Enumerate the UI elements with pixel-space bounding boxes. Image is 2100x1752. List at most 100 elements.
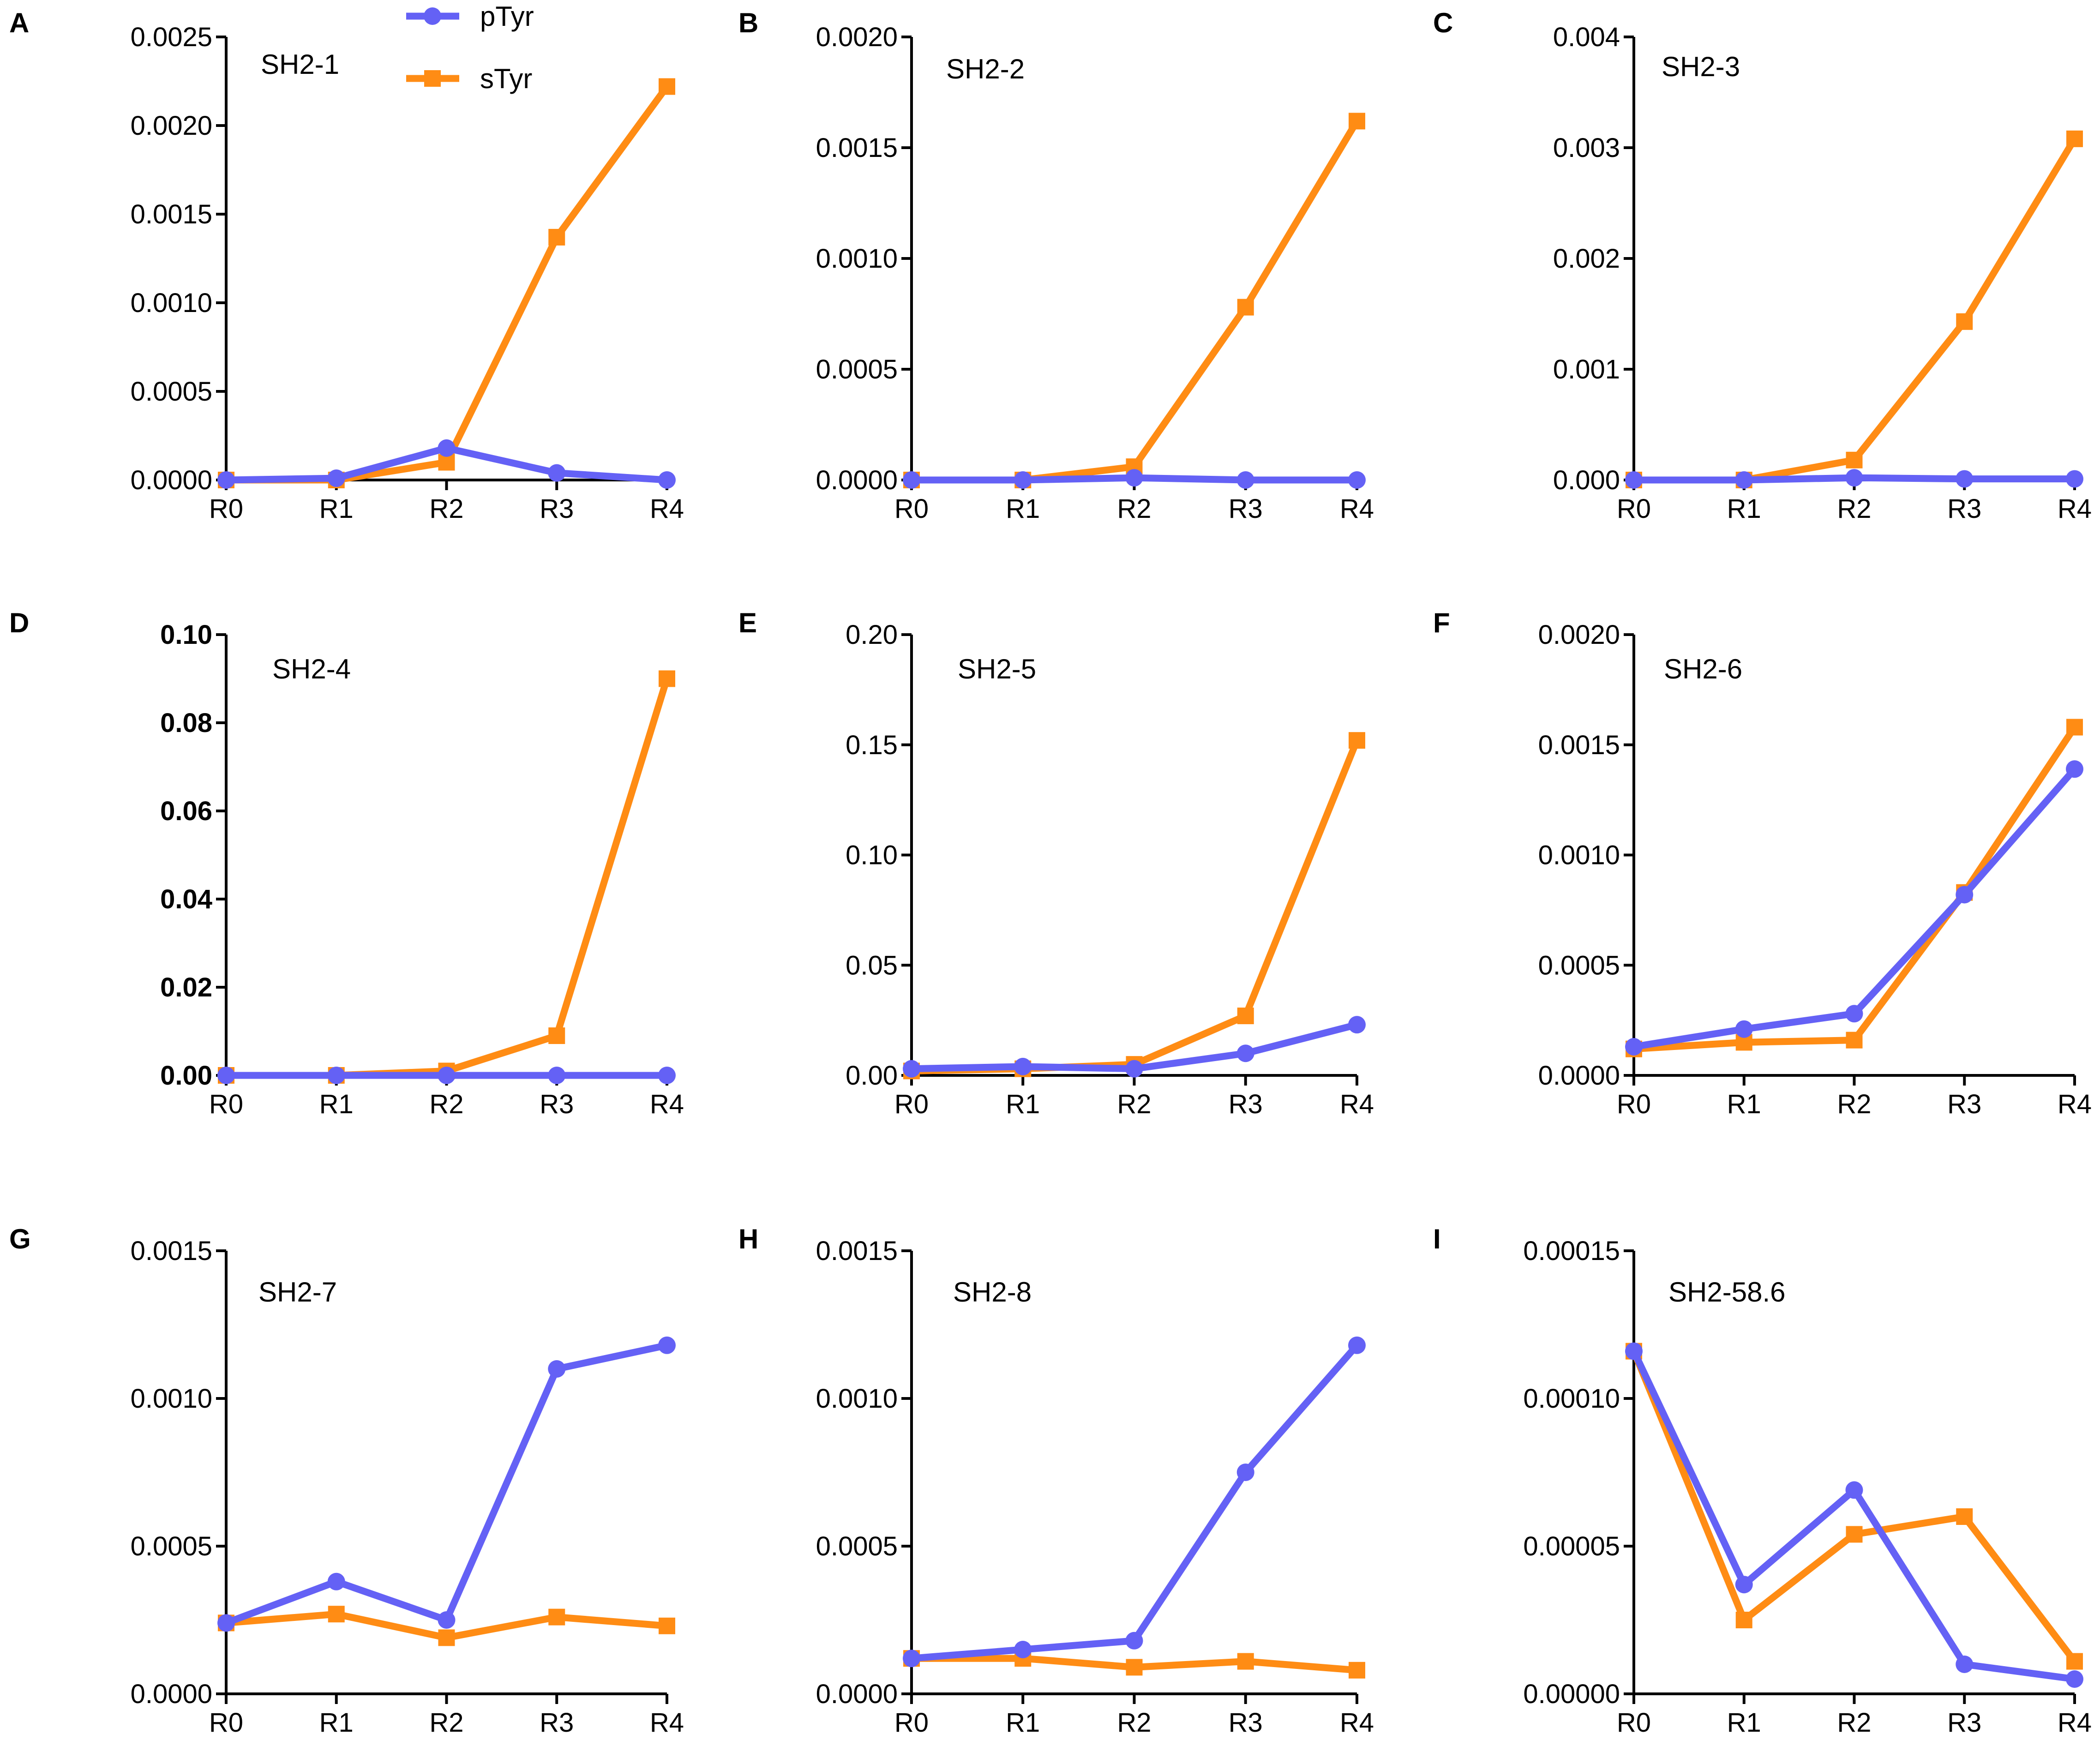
data-point-styr [2066,130,2083,147]
panels-group: A 0.0000 0.0005 0.0010 0.0015 0.0020 0.0025 R0 R… [9,7,2092,1738]
panel-h: H 0.0000 0.0005 0.0010 0.0015 R0 R1 R2 R3 R4 SH2-8 [738,1224,1374,1738]
data-point-ptyr [1014,1641,1032,1658]
data-point-ptyr [1014,471,1032,489]
data-point-ptyr [217,1067,235,1084]
x-tick-label: R2 [1837,1089,1871,1119]
x-tick-label: R3 [540,1708,574,1738]
y-tick-label: 0.0005 [816,354,898,384]
data-point-styr [1846,1526,1863,1543]
series-line-styr [1630,1348,2078,1665]
data-point-styr [659,670,675,687]
data-point-ptyr [1125,1632,1143,1650]
data-point-styr [1237,299,1254,316]
panel-letter: G [9,1224,31,1254]
y-tick-label: 0.0010 [131,288,212,318]
x-tick-label: R0 [209,494,243,524]
series-line-ptyr [222,1342,671,1626]
legend-entry-ptyr: pTyr [406,1,534,32]
y-tick-label: 0.004 [1553,22,1620,52]
y-tick-label: 0.001 [1553,354,1620,384]
y-tick-label: 0.0000 [1538,1061,1620,1091]
data-point-ptyr [1625,471,1643,489]
panel-e: E 0.00 0.05 0.10 0.15 0.20 R0 R1 R2 R3 R4 SH2-5 [738,607,1374,1119]
y-tick-label: 0.0010 [816,1384,898,1414]
data-point-styr [1956,313,1973,330]
x-tick-label: R4 [2058,494,2092,524]
x-tick-label: R1 [1727,1708,1761,1738]
y-tick-label: 0.0020 [1538,620,1620,650]
data-point-ptyr [1348,471,1366,489]
panel-title: SH2-4 [272,654,351,684]
panel-title: SH2-58.6 [1668,1277,1785,1308]
data-point-ptyr [1348,1336,1366,1354]
panel-title: SH2-1 [261,49,339,80]
data-point-ptyr [1236,471,1254,489]
y-tick-label: 0.003 [1553,133,1620,163]
x-tick-label: R3 [540,1089,574,1119]
y-tick-label: 0.0005 [131,377,212,407]
y-tick-label: 0.0015 [816,133,898,163]
x-tick-label: R0 [209,1708,243,1738]
data-point-ptyr [658,1336,676,1354]
series-line-styr [222,83,671,484]
x-tick-label: R2 [1837,494,1871,524]
data-point-ptyr [548,1360,566,1378]
data-point-styr [1349,732,1365,749]
data-point-styr [1735,1612,1752,1628]
y-tick-label: 0.02 [160,972,212,1002]
data-point-styr [328,1606,345,1623]
x-tick-label: R4 [1340,1708,1374,1738]
x-tick-label: R2 [1117,1708,1151,1738]
legend-marker-square [424,70,441,87]
panel-title: SH2-3 [1662,51,1740,82]
x-tick-label: R1 [1006,1089,1040,1119]
x-tick-label: R2 [1117,494,1151,524]
x-tick-label: R3 [1229,1089,1263,1119]
y-tick-label: 0.10 [846,840,898,870]
x-tick-label: R3 [1947,1089,1981,1119]
x-tick-label: R2 [429,1708,463,1738]
y-tick-label: 0.002 [1553,244,1620,274]
data-point-ptyr [1845,469,1863,487]
y-tick-label: 0.0015 [131,1236,212,1266]
data-point-styr [1846,451,1863,468]
data-point-styr [1126,1659,1143,1676]
data-point-ptyr [658,1067,676,1084]
legend-marker-circle [424,7,441,25]
x-tick-label: R1 [1006,1708,1040,1738]
x-tick-label: R2 [1837,1708,1871,1738]
y-tick-label: 0.0010 [131,1384,212,1414]
series-line-styr [1630,135,2078,484]
y-tick-label: 0.0005 [1538,950,1620,980]
x-tick-label: R4 [1340,494,1374,524]
x-tick-label: R4 [1340,1089,1374,1119]
series-line-ptyr [908,1342,1361,1662]
panel-title: SH2-8 [953,1277,1032,1308]
x-tick-label: R0 [894,1089,929,1119]
data-point-ptyr [1014,1057,1032,1075]
legend-label: pTyr [480,1,534,32]
series-line-styr [908,117,1361,484]
x-tick-label: R0 [1617,1089,1651,1119]
x-tick-label: R3 [1229,1708,1263,1738]
x-tick-label: R1 [1727,494,1761,524]
y-tick-label: 0.0000 [131,1679,212,1709]
panel-letter: C [1433,7,1453,38]
x-tick-label: R4 [650,494,684,524]
data-point-styr [2066,719,2083,736]
data-point-ptyr [1236,1044,1254,1062]
data-point-ptyr [1735,471,1753,489]
panel-letter: F [1433,607,1450,638]
data-point-ptyr [217,471,235,489]
panel-i: I 0.00000 0.00005 0.00010 0.00015 R0 R1 R2 R3 R4 S… [1433,1224,2092,1738]
x-tick-label: R4 [2058,1089,2092,1119]
panel-title: SH2-5 [958,654,1036,684]
data-point-styr [1349,1662,1365,1679]
series-line-styr [222,675,671,1079]
x-tick-label: R1 [1727,1089,1761,1119]
panel-title: SH2-6 [1664,654,1742,684]
y-tick-label: 0.0010 [1538,840,1620,870]
x-tick-label: R1 [319,494,354,524]
panel-letter: E [738,607,757,638]
